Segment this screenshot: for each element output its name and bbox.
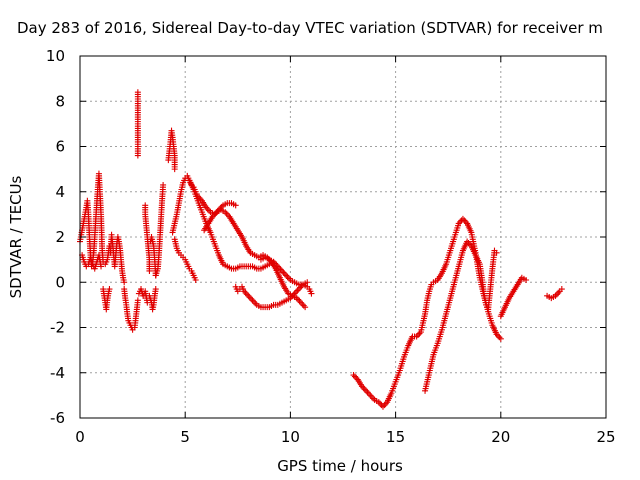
y-tick-label: -2: [50, 319, 65, 337]
data-point: [146, 267, 153, 274]
data-point: [308, 290, 315, 297]
y-tick-label: 2: [55, 228, 65, 246]
data-point: [297, 299, 304, 306]
data-point: [493, 249, 500, 256]
data-point: [106, 286, 113, 293]
chart-title: Day 283 of 2016, Sidereal Day-to-day VTE…: [17, 19, 603, 37]
y-axis-label: SDTVAR / TECUs: [7, 175, 25, 298]
data-point: [250, 298, 257, 305]
data-point: [192, 276, 199, 283]
data-point: [459, 215, 466, 222]
data-point: [379, 403, 386, 410]
x-axis-label: GPS time / hours: [277, 457, 403, 475]
grid-lines: [80, 56, 606, 418]
data-point: [497, 335, 504, 342]
data-point: [293, 289, 300, 296]
x-tick-label: 15: [386, 428, 405, 446]
data-point: [367, 392, 374, 399]
y-tick-label: 10: [46, 47, 65, 65]
data-point: [415, 332, 422, 339]
data-point: [302, 304, 309, 311]
x-tick-label: 25: [596, 428, 615, 446]
data-point: [160, 181, 167, 188]
data-point: [299, 301, 306, 308]
y-tick-label: -6: [50, 409, 65, 427]
data-point: [98, 263, 105, 270]
data-point: [365, 390, 372, 397]
y-tick-label: 4: [55, 183, 65, 201]
data-point: [249, 297, 256, 304]
data-point: [232, 202, 239, 209]
data-point: [121, 279, 128, 286]
data-point: [245, 292, 252, 299]
data-point: [461, 217, 468, 224]
data-point: [243, 291, 250, 298]
data-point: [283, 272, 290, 279]
data-point: [555, 289, 562, 296]
data-point: [280, 269, 287, 276]
x-tick-label: 20: [491, 428, 510, 446]
x-tick-label: 5: [180, 428, 190, 446]
data-point: [523, 276, 530, 283]
y-tick-label: 6: [55, 138, 65, 156]
data-point: [368, 393, 375, 400]
data-point: [351, 373, 358, 380]
data-point: [284, 273, 291, 280]
data-point: [361, 386, 368, 393]
data-point: [558, 286, 565, 293]
data-point: [496, 334, 503, 341]
data-point: [296, 298, 303, 305]
data-points: [77, 89, 565, 410]
axis-ticks: 0 5 10 15 20 25 -6 -4 -2 0 2 4 6 8 10: [46, 47, 616, 446]
data-point: [152, 286, 159, 293]
y-tick-label: -4: [50, 364, 65, 382]
data-point: [246, 294, 253, 301]
x-tick-label: 10: [281, 428, 300, 446]
data-point: [134, 152, 141, 159]
x-tick-label: 0: [75, 428, 85, 446]
data-point: [381, 402, 388, 409]
data-point: [281, 270, 288, 277]
data-point: [300, 302, 307, 309]
data-point: [248, 295, 255, 302]
data-point: [364, 389, 371, 396]
data-point: [294, 287, 301, 294]
data-point: [134, 297, 141, 304]
y-tick-label: 0: [55, 273, 65, 291]
data-point: [171, 166, 178, 173]
data-point: [363, 387, 370, 394]
y-tick-label: 8: [55, 92, 65, 110]
data-point: [278, 267, 285, 274]
